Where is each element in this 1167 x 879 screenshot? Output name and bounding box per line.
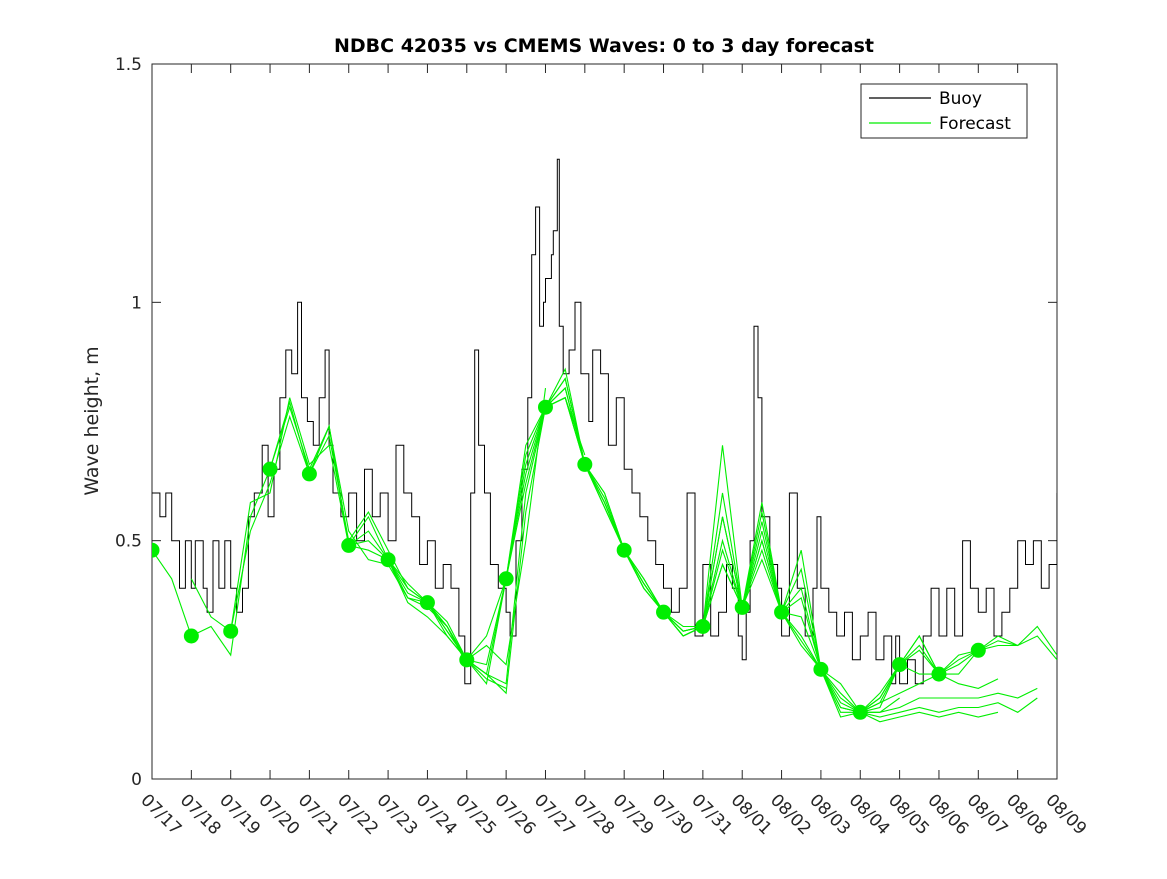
forecast-point [616, 542, 632, 558]
forecast-point [537, 399, 553, 415]
forecast-point [459, 652, 475, 668]
forecast-series-line [860, 687, 1038, 713]
forecast-point [931, 666, 947, 682]
forecast-point [223, 623, 239, 639]
legend-label: Buoy [939, 89, 982, 109]
forecast-point [419, 595, 435, 611]
forecast-point [183, 628, 199, 644]
forecast-series-line [860, 697, 1038, 718]
axes-box [151, 63, 1058, 780]
y-tick-label: 1.5 [115, 55, 142, 75]
forecast-point [380, 552, 396, 568]
forecast-point [695, 618, 711, 634]
buoy-series-line [152, 158, 1057, 685]
forecast-point [152, 542, 160, 558]
legend-label: Forecast [939, 114, 1011, 134]
forecast-point [734, 599, 750, 615]
forecast-point [301, 466, 317, 482]
forecast-point [813, 661, 829, 677]
y-axis-label: Wave height, m [81, 346, 103, 495]
forecast-series-line [860, 711, 999, 723]
forecast-series-line [781, 611, 1057, 713]
legend: Buoy Forecast [860, 83, 1028, 139]
y-tick-label: 0.5 [115, 532, 142, 552]
forecast-point [852, 704, 868, 720]
chart-title: NDBC 42035 vs CMEMS Waves: 0 to 3 day fo… [334, 35, 874, 57]
series-group [152, 158, 1057, 723]
legend-box [860, 83, 1028, 139]
forecast-point [970, 642, 986, 658]
forecast-point [656, 604, 672, 620]
y-tick-label: 0 [131, 770, 142, 790]
forecast-series-line [820, 663, 999, 718]
forecast-point [892, 657, 908, 673]
forecast-point [498, 571, 514, 587]
forecast-series-line [230, 388, 547, 666]
y-tick-label: 1 [131, 293, 142, 313]
forecast-point [341, 537, 357, 553]
forecast-point [262, 461, 278, 477]
forecast-point [774, 604, 790, 620]
forecast-point [577, 456, 593, 472]
